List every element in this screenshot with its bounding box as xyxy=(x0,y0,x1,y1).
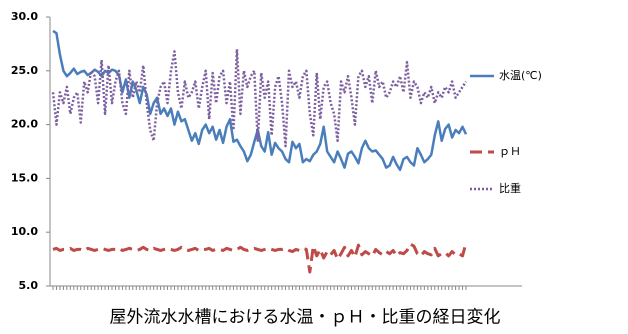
y-tick-label: 15.0 xyxy=(11,171,38,184)
y-tick-label: 30.0 xyxy=(11,10,38,23)
chart-title: 屋外流水水槽における水温・ｐＨ・比重の経日変化 xyxy=(110,308,501,328)
legend-label: ｐＨ xyxy=(499,145,521,158)
legend-label: 比重 xyxy=(499,181,521,195)
y-tick-label: 5.0 xyxy=(19,279,39,292)
series-line xyxy=(51,48,468,148)
y-tick-label: 20.0 xyxy=(11,118,38,131)
series-line xyxy=(52,242,468,274)
legend-label: 水温(℃) xyxy=(499,69,542,82)
y-tick-label: 25.0 xyxy=(11,64,38,77)
y-tick-label: 10.0 xyxy=(11,225,38,238)
